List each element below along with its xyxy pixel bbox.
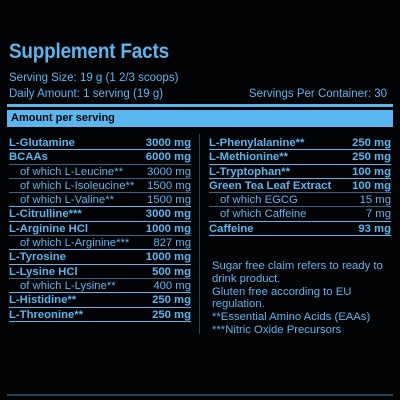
ingredient-row: L-Methionine** 250 mg	[209, 150, 391, 165]
ingredient-amount: 3000 mg	[145, 208, 191, 221]
ingredient-name: of which L-Isoleucine**	[20, 179, 135, 192]
bottom-divider	[7, 394, 393, 396]
ingredient-row: Green Tea Leaf Extract 100 mg	[209, 179, 391, 194]
ingredient-name: of which L-Valine**	[20, 194, 114, 207]
ingredient-row: L-Histidine** 250 mg	[9, 293, 191, 308]
ingredient-name: of which L-Leucine**	[20, 165, 123, 178]
ingredient-row: L-Phenylalanine** 250 mg	[209, 136, 391, 151]
ingredient-name: L-Tyrosine	[9, 251, 66, 264]
ingredient-row: L-Lysine HCl 500 mg	[9, 265, 191, 280]
ingredient-amount: 250 mg	[152, 308, 191, 321]
footnotes: Sugar free claim refers to ready to drin…	[212, 260, 392, 337]
right-ingredient-column: L-Phenylalanine** 250 mg L-Methionine** 250…	[209, 136, 391, 237]
column-divider	[199, 134, 200, 334]
ingredient-amount: 100 mg	[352, 165, 391, 178]
servings-per-container: Servings Per Container: 30	[248, 88, 387, 100]
ingredient-row: L-Arginine HCl 1000 mg	[9, 222, 191, 237]
ingredient-amount: 250 mg	[352, 137, 391, 149]
top-divider	[7, 104, 393, 107]
footnote-eaa: **Essential Amino Acids (EAAs)	[212, 311, 371, 324]
ingredient-row: of which EGCG 15 mg	[209, 193, 391, 208]
ingredient-name: L-Lysine HCl	[9, 265, 78, 278]
ingredient-amount: 400 mg	[153, 279, 191, 292]
panel-title: Supplement Facts	[9, 40, 169, 63]
amount-header-label: Amount per serving	[11, 112, 115, 124]
ingredient-name: of which L-Lysine**	[20, 279, 116, 292]
ingredient-amount: 93 mg	[358, 222, 391, 235]
ingredient-name: of which EGCG	[220, 194, 298, 207]
left-ingredient-column: L-Glutamine 3000 mg BCAAs 6000 mg of which L…	[9, 136, 191, 323]
ingredient-name: L-Histidine**	[9, 294, 77, 307]
ingredient-amount: 1500 mg	[147, 194, 191, 207]
ingredient-amount: 15 mg	[359, 194, 391, 207]
ingredient-row: of which Caffeine 7 mg	[209, 207, 391, 223]
ingredient-amount: 250 mg	[352, 151, 391, 164]
ingredient-amount: 100 mg	[352, 179, 391, 192]
ingredient-amount: 1000 mg	[145, 222, 191, 235]
footnote-no-precursors: ***Nitric Oxide Precursors	[212, 323, 342, 336]
footnote-gluten: Gluten free according to EU regulation.	[212, 285, 352, 311]
ingredient-row: L-Tryptophan** 100 mg	[209, 165, 391, 180]
ingredient-row: of which L-Valine** 1500 mg	[9, 193, 191, 208]
ingredient-row: L-Citrulline*** 3000 mg	[9, 207, 191, 223]
ingredient-name: Green Tea Leaf Extract	[209, 179, 332, 192]
ingredient-row: of which L-Leucine** 3000 mg	[9, 165, 191, 180]
ingredient-name: of which Caffeine	[220, 208, 307, 221]
ingredient-amount: 7 mg	[365, 208, 391, 221]
footnote-sugar: Sugar free claim refers to ready to drin…	[212, 260, 383, 285]
ingredient-amount: 6000 mg	[145, 151, 191, 164]
ingredient-amount: 3000 mg	[145, 137, 191, 149]
ingredient-amount: 500 mg	[152, 265, 191, 278]
ingredient-name: of which L-Arginine***	[20, 237, 130, 250]
ingredient-row: of which L-Arginine*** 827 mg	[9, 236, 191, 251]
ingredient-row: L-Threonine** 250 mg	[9, 308, 191, 323]
ingredient-row: BCAAs 6000 mg	[9, 150, 191, 165]
ingredient-row: L-Tyrosine 1000 mg	[9, 250, 191, 265]
ingredient-name: L-Glutamine	[9, 137, 75, 149]
ingredient-name: L-Tryptophan**	[209, 165, 290, 178]
ingredient-row: of which L-Lysine** 400 mg	[9, 279, 191, 294]
daily-amount: Daily Amount: 1 serving (19 g)	[9, 88, 164, 100]
ingredient-row: L-Glutamine 3000 mg	[9, 136, 191, 151]
ingredient-name: Caffeine	[209, 222, 254, 235]
ingredient-amount: 1000 mg	[145, 251, 191, 264]
ingredient-name: L-Threonine**	[9, 308, 84, 321]
ingredient-name: L-Arginine HCl	[9, 222, 89, 235]
serving-size: Serving Size: 19 g (1 2/3 scoops)	[9, 72, 179, 84]
ingredient-name: L-Phenylalanine**	[209, 137, 305, 149]
ingredient-amount: 250 mg	[152, 294, 191, 307]
ingredient-row: of which L-Isoleucine** 1500 mg	[9, 179, 191, 194]
ingredient-amount: 1500 mg	[147, 179, 191, 192]
ingredient-row: Caffeine 93 mg	[209, 222, 391, 237]
ingredient-amount: 3000 mg	[147, 165, 191, 178]
ingredient-name: L-Citrulline***	[9, 208, 82, 221]
amount-header-band	[7, 110, 393, 127]
ingredient-name: BCAAs	[9, 151, 48, 164]
ingredient-name: L-Methionine**	[209, 151, 289, 164]
ingredient-amount: 827 mg	[153, 237, 191, 250]
